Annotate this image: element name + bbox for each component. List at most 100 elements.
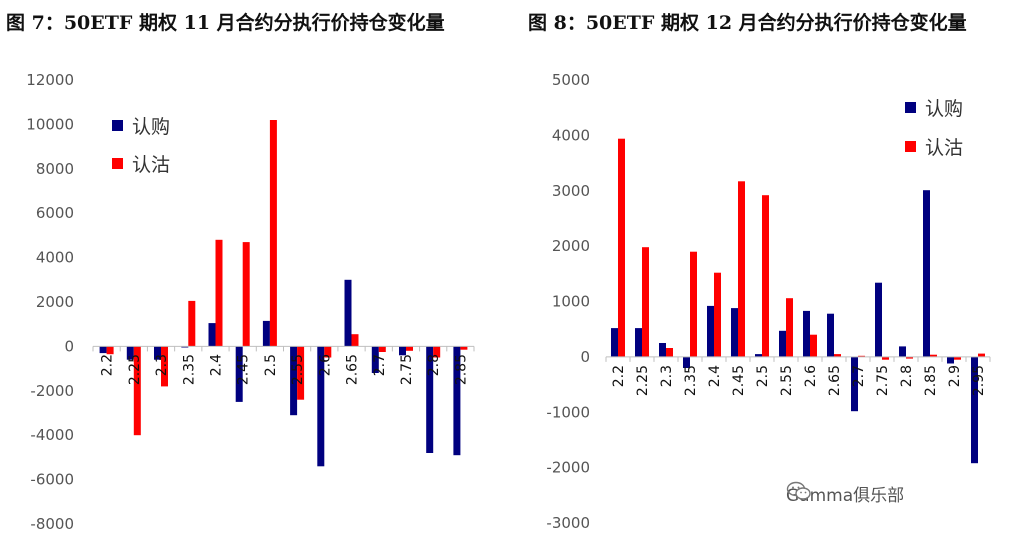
chart-title-right: 图 8：50ETF 期权 12 月合约分执行价持仓变化量	[528, 12, 967, 34]
call-bar-2.65	[827, 313, 834, 357]
legend-swatch-put	[112, 158, 123, 169]
call-bar-2.7	[851, 356, 858, 412]
watermark: Gamma俱乐部	[786, 481, 904, 506]
call-bar-2.45	[731, 308, 738, 357]
y-tick-label: -2000	[30, 382, 74, 400]
legend-label-call: 认购	[925, 98, 963, 120]
put-bar-2.35	[690, 251, 697, 357]
call-bar-2.6	[803, 310, 810, 357]
category-label: 2.3	[154, 354, 170, 376]
category-label: 2.5	[755, 365, 771, 387]
chart-1: -8000 -6000 -4000 -2000 0 2000 4000 6000 8000 100…	[26, 71, 475, 533]
put-bar-2.2	[106, 346, 114, 355]
category-label: 2.45	[236, 354, 252, 385]
category-label: 2.4	[208, 354, 224, 376]
category-label: 2.25	[635, 365, 651, 396]
legend-label-put: 认沽	[925, 137, 963, 159]
call-bar-2.5	[755, 354, 762, 357]
call-bar-2.45	[235, 346, 243, 402]
category-label: 2.35	[181, 354, 197, 385]
call-bar-2.4	[208, 323, 216, 347]
legend-swatch-put	[905, 141, 916, 152]
category-label: 2.8	[426, 354, 442, 376]
category-label: 2.85	[923, 365, 939, 396]
category-label: 2.6	[317, 354, 333, 376]
category-label: 2.75	[399, 354, 415, 385]
y-tick-label: -6000	[30, 471, 74, 489]
put-bar-2.45	[242, 242, 250, 347]
put-bar-2.55	[297, 346, 305, 400]
y-tick-label: 4000	[552, 126, 590, 144]
category-label: 2.55	[779, 365, 795, 396]
put-bar-2.5	[762, 195, 769, 357]
call-bar-2.5	[262, 320, 270, 347]
put-bar-2.3	[666, 348, 673, 357]
category-label: 2.9	[947, 365, 963, 387]
call-bar-2.9	[947, 356, 954, 364]
category-label: 2.2	[611, 365, 627, 387]
call-bar-2.25	[635, 328, 642, 357]
call-bar-2.6	[317, 346, 325, 467]
y-tick-label: 1000	[552, 293, 590, 311]
put-bar-2.8	[906, 356, 913, 359]
put-bar-2.4	[714, 272, 721, 357]
call-bar-2.55	[779, 330, 786, 357]
put-bar-2.75	[882, 356, 889, 360]
y-tick-label: -1000	[546, 403, 590, 421]
call-bar-2.35	[683, 356, 690, 368]
call-bar-2.2	[611, 328, 618, 357]
y-tick-label: 5000	[552, 71, 590, 89]
put-bar-2.9	[954, 356, 961, 360]
legend-swatch-call	[905, 102, 916, 113]
y-tick-label: 2000	[552, 237, 590, 255]
put-bar-2.7	[858, 355, 865, 357]
put-bar-2.75	[406, 346, 413, 351]
call-bar-2.3	[154, 346, 161, 360]
put-bar-2.6	[324, 346, 332, 358]
category-label: 2.6	[803, 365, 819, 387]
put-bar-2.6	[810, 334, 817, 357]
category-label: 2.65	[827, 365, 843, 396]
call-bar-2.7	[371, 346, 379, 373]
call-bar-2.85	[923, 190, 930, 357]
wechat-icon	[786, 481, 811, 500]
put-bar-2.4	[215, 239, 223, 347]
y-tick-label: 12000	[26, 71, 74, 89]
call-bar-2.3	[659, 343, 666, 357]
put-bar-2.3	[161, 346, 168, 387]
call-bar-2.4	[707, 305, 714, 357]
put-bar-2.7	[378, 346, 386, 352]
y-tick-label: 0	[580, 348, 590, 366]
call-bar-2.8	[899, 346, 906, 357]
legend-swatch-call	[112, 120, 123, 131]
call-bar-2.8	[426, 346, 434, 453]
call-bar-2.55	[290, 346, 298, 416]
category-label: 2.95	[971, 365, 987, 396]
call-bar-2.25	[126, 346, 134, 360]
call-bar-2.65	[344, 279, 352, 347]
call-bar-2.2	[99, 346, 107, 354]
category-label: 2.5	[263, 354, 279, 376]
category-label: 2.8	[899, 365, 915, 387]
put-bar-2.55	[786, 298, 793, 357]
y-tick-label: -2000	[546, 459, 590, 477]
put-bar-2.95	[978, 353, 985, 357]
y-tick-label: 6000	[36, 204, 74, 222]
category-label: 2.55	[290, 354, 306, 385]
y-tick-label: 2000	[36, 293, 74, 311]
category-label: 2.45	[731, 365, 747, 396]
category-label: 2.85	[453, 354, 469, 385]
y-tick-label: -8000	[30, 515, 74, 533]
y-tick-label: 0	[64, 337, 74, 355]
category-label: 2.7	[851, 365, 867, 387]
y-tick-label: 4000	[36, 249, 74, 267]
put-bar-2.2	[618, 138, 625, 357]
put-bar-2.5	[269, 120, 277, 347]
put-bar-2.85	[460, 346, 468, 350]
category-label: 2.25	[127, 354, 143, 385]
y-tick-label: 10000	[26, 115, 74, 133]
y-tick-label: 3000	[552, 182, 590, 200]
put-bar-2.8	[433, 346, 441, 358]
watermark-text: Gamma俱乐部	[786, 486, 905, 506]
